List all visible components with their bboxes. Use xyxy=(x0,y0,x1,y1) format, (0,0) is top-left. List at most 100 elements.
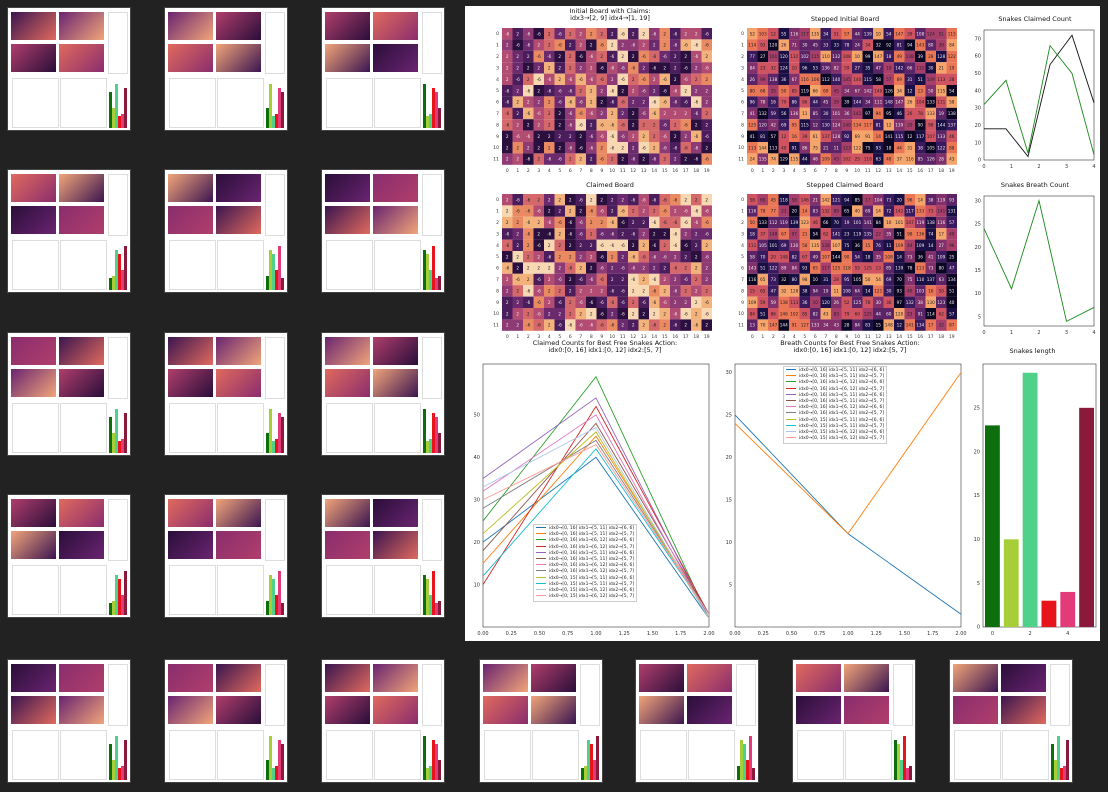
claimed-board-cell-label: -6 xyxy=(663,300,668,305)
thumbnail-bar xyxy=(109,417,112,453)
initial-board-cell xyxy=(607,96,618,108)
stepped-claimed-board-cell-label: 118 xyxy=(843,266,851,271)
x-tick-label: 11 xyxy=(865,334,871,340)
stepped-claimed-board-cell-label: 119 xyxy=(853,232,861,237)
initial-board-cell-label: -6 xyxy=(642,145,647,150)
stepped-initial-board-cell xyxy=(925,96,936,108)
stepped-claimed-board-cell-label: 82 xyxy=(792,254,798,259)
x-tick-label: 17 xyxy=(683,334,689,340)
y-tick-label: 25 xyxy=(974,406,980,412)
stepped-claimed-board-cell-label: 109 xyxy=(895,243,903,248)
claimed-board-cell-label: -6 xyxy=(547,220,552,225)
thumbnail[interactable] xyxy=(322,170,444,292)
thumbnail[interactable] xyxy=(322,660,444,782)
thumbnail[interactable] xyxy=(322,8,444,130)
thumbnail-bar xyxy=(435,417,438,453)
claimed-board-cell-label: -6 xyxy=(631,254,636,259)
claimed-board-cell xyxy=(670,194,681,206)
initial-board-cell xyxy=(596,39,607,51)
stepped-claimed-board-cell xyxy=(883,251,894,263)
stepped-claimed-board-cell xyxy=(799,319,810,331)
claimed-board-cell-label: -6 xyxy=(537,323,542,328)
x-tick-label: 10 xyxy=(609,168,615,174)
initial-board-cell-label: -6 xyxy=(558,88,563,93)
initial-board-cell-label: -6 xyxy=(537,77,542,82)
x-tick-label: 6 xyxy=(814,334,817,340)
claimed-board-cell-label: 2 xyxy=(558,209,561,214)
thumbnail-bar xyxy=(1063,766,1066,780)
claimed-board-cell-label: 2 xyxy=(537,266,540,271)
initial-board-cell xyxy=(502,62,513,74)
claimed-board-cell-label: 2 xyxy=(653,266,656,271)
thumbnail[interactable] xyxy=(322,495,444,617)
stepped-claimed-board-cell-label: 123 xyxy=(801,220,809,225)
claimed-board-cell-label: 2 xyxy=(590,266,593,271)
thumbnail[interactable] xyxy=(8,170,130,292)
thumbnail[interactable] xyxy=(165,660,287,782)
initial-board-cell xyxy=(670,130,681,142)
stepped-claimed-board-cell xyxy=(925,205,936,217)
initial-board-cell-label: 2 xyxy=(548,43,551,48)
initial-board-cell-label: 2 xyxy=(684,157,687,162)
claimed-board-cell-label: -6 xyxy=(526,232,531,237)
claimed-board-cell-label: 2 xyxy=(695,300,698,305)
stepped-initial-board-cell-label: 115 xyxy=(864,77,872,82)
stepped-claimed-board-cell-label: 80 xyxy=(792,277,798,282)
thumbnail-heatmap xyxy=(325,174,370,202)
thumbnail[interactable] xyxy=(165,170,287,292)
stepped-initial-board-cell xyxy=(841,28,852,40)
claimed-board-cell xyxy=(586,273,597,286)
initial-board-cell-label: 2 xyxy=(621,145,624,150)
claimed-board-cell xyxy=(701,308,712,320)
thumbnail[interactable] xyxy=(8,8,130,130)
stepped-claimed-board-cell-label: 93 xyxy=(949,197,955,202)
stepped-initial-board-cell-label: 44 xyxy=(897,145,903,150)
initial-board-cell-label: -6 xyxy=(610,54,615,59)
stepped-initial-board-cell xyxy=(915,153,926,165)
stepped-claimed-board-cell xyxy=(925,262,936,274)
stepped-claimed-board-cell xyxy=(820,319,831,331)
image-viewer-panel[interactable]: Initial Board with Claims: idx3→[2, 9] i… xyxy=(465,6,1100,641)
thumbnail-heatmap xyxy=(844,664,889,692)
thumbnail[interactable] xyxy=(480,660,602,782)
x-tick-label: 2 xyxy=(1037,330,1040,336)
claimed-board-cell-label: -6 xyxy=(652,197,657,202)
thumbnail[interactable] xyxy=(322,333,444,455)
thumbnail[interactable] xyxy=(165,495,287,617)
initial-board-cell xyxy=(701,119,712,131)
stepped-claimed-board-cell xyxy=(904,296,915,308)
x-tick-label: 3 xyxy=(1065,164,1068,170)
claimed-board-cell xyxy=(544,319,555,331)
stepped-initial-board-cell-label: 46 xyxy=(897,111,903,116)
thumbnail[interactable] xyxy=(950,660,1072,782)
thumbnail[interactable] xyxy=(636,660,758,782)
initial-board-cell-label: -6 xyxy=(684,43,689,48)
claimed-board-cell-label: -6 xyxy=(684,209,689,214)
initial-board-cell xyxy=(701,85,712,97)
stepped-initial-board-cell xyxy=(883,107,894,120)
thumbnail[interactable] xyxy=(165,333,287,455)
x-tick-label: 1.25 xyxy=(871,631,882,637)
stepped-claimed-board-cell xyxy=(883,194,894,206)
claimed-board-cell xyxy=(544,308,555,320)
stepped-initial-board-cell-label: 109 xyxy=(927,77,935,82)
thumbnail[interactable] xyxy=(793,660,915,782)
thumbnail[interactable] xyxy=(8,660,130,782)
claimed-board-cell-label: -6 xyxy=(684,243,689,248)
initial-board-cell xyxy=(638,50,649,63)
stepped-initial-board-cell-label: 132 xyxy=(832,54,840,59)
initial-board-cell xyxy=(607,62,618,74)
y-tick-label: 60 xyxy=(975,54,981,60)
y-tick-label: 25 xyxy=(975,222,981,228)
thumbnail[interactable] xyxy=(8,495,130,617)
thumbnail[interactable] xyxy=(8,333,130,455)
thumbnail-chart-panel xyxy=(374,403,421,453)
thumbnail[interactable] xyxy=(165,8,287,130)
initial-board-cell xyxy=(523,142,534,154)
stepped-initial-board-cell xyxy=(883,142,894,154)
stepped-claimed-board-cell-label: 112 xyxy=(769,220,777,225)
initial-board-cell-label: -6 xyxy=(663,88,668,93)
stepped-claimed-board-cell-label: 138 xyxy=(780,300,788,305)
claimed-board-cell-label: 2 xyxy=(548,197,551,202)
stepped-claimed-board-cell-label: 90 xyxy=(844,254,850,259)
